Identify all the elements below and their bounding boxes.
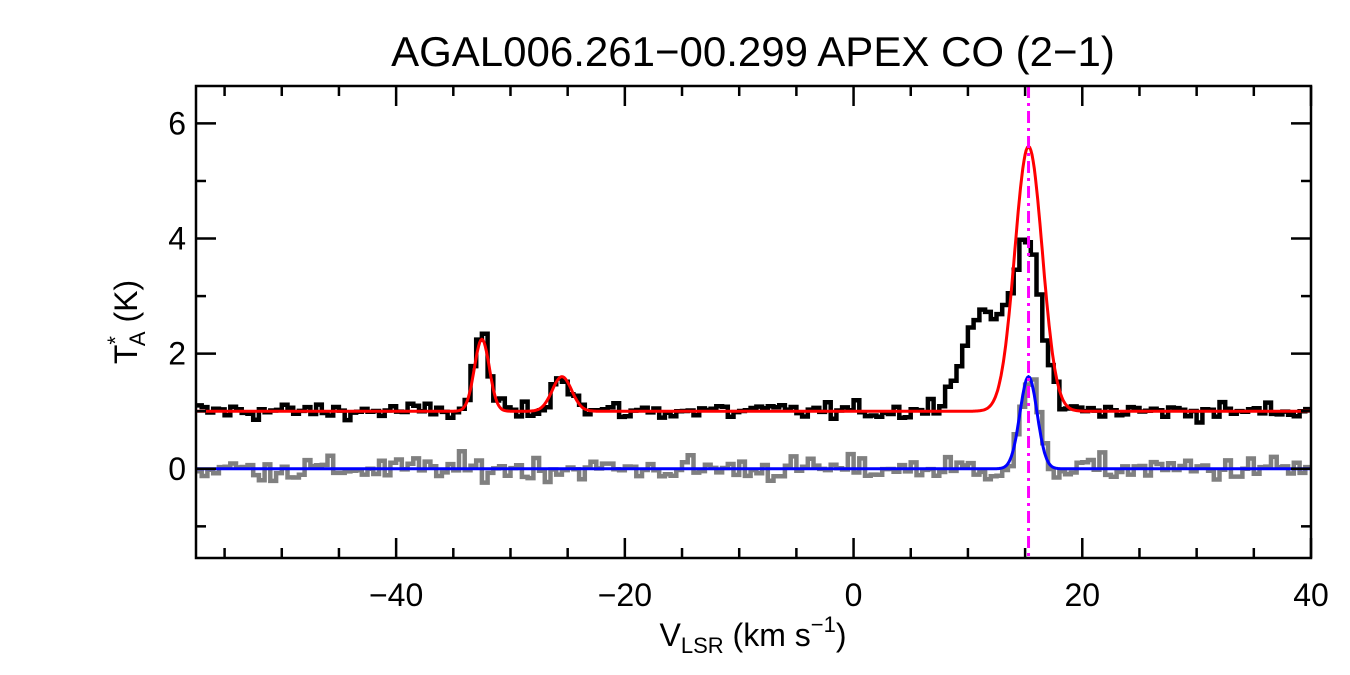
x-axis-label-superscript: −1 <box>811 612 836 637</box>
x-axis-label-close: ) <box>836 617 847 653</box>
y-tick-label: 6 <box>168 105 186 141</box>
x-tick-label: −40 <box>369 577 423 613</box>
y-axis-label: T*A (K) <box>103 280 150 364</box>
axis-ticks: −40 −20 0 20 40 0 2 4 6 <box>168 86 1329 613</box>
plot-frame <box>194 84 1313 560</box>
chart-title: AGAL006.261−00.299 APEX CO (2−1) <box>391 28 1115 75</box>
x-axis-label-subscript: LSR <box>681 633 724 658</box>
x-tick-label: 40 <box>1293 577 1329 613</box>
x-axis-label: VLSR (km s−1) <box>660 612 847 658</box>
y-axis-label-unit: (K) <box>108 280 144 332</box>
plot-area <box>196 86 1311 558</box>
y-axis-label-superscript: * <box>103 336 128 345</box>
series-2-histogram <box>196 377 1311 485</box>
y-axis-label-subscript: A <box>125 331 150 346</box>
x-axis-label-main: V <box>660 617 682 653</box>
x-tick-label: 20 <box>1064 577 1100 613</box>
x-tick-label: −20 <box>598 577 652 613</box>
x-axis-label-unit: (km s <box>724 617 811 653</box>
series-0-histogram <box>196 237 1311 425</box>
x-tick-label: 0 <box>845 577 863 613</box>
y-tick-label: 0 <box>168 451 186 487</box>
series-3-fit-line <box>196 374 1311 471</box>
y-tick-label: 4 <box>168 221 186 257</box>
y-axis-label-main: T <box>108 345 144 365</box>
y-tick-label: 2 <box>168 336 186 372</box>
series-1-fit-line <box>196 144 1311 413</box>
